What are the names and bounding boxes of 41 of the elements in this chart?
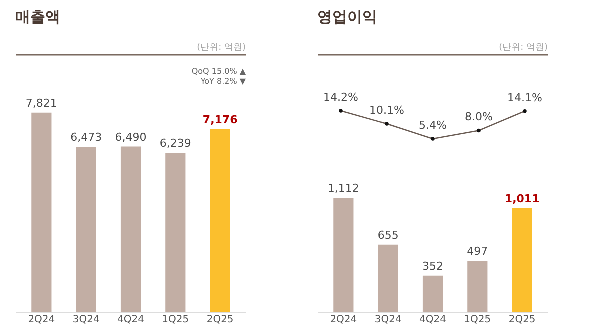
data-label: 655 <box>378 228 399 242</box>
bar <box>468 261 488 312</box>
bar <box>120 146 142 312</box>
x-tick-label: 2Q25 <box>508 314 536 326</box>
bar <box>378 244 398 312</box>
data-label: 6,473 <box>70 131 102 144</box>
x-tick-label: 3Q24 <box>72 314 100 326</box>
text: (단위: 억원) <box>499 43 548 53</box>
text: (단위: 억원) <box>197 43 246 53</box>
data-label: 1,011 <box>504 192 540 206</box>
x-tick-label: 2Q24 <box>28 314 56 326</box>
data-label: 10.1% <box>370 104 404 118</box>
x-tick-label: 2Q24 <box>330 314 358 326</box>
bar <box>512 208 532 312</box>
data-label: 7,176 <box>202 113 238 126</box>
bar <box>76 147 96 312</box>
data-label: 7,821 <box>26 96 58 110</box>
data-label: 8.0% <box>465 110 493 124</box>
data-label: 14.1% <box>508 91 542 104</box>
bar <box>32 112 52 312</box>
data-label: 5.4% <box>419 119 447 132</box>
text: YoY 8.2% ▼ <box>200 77 247 86</box>
x-tick-label: 1Q25 <box>464 314 492 326</box>
bar <box>166 153 186 312</box>
data-label: 352 <box>422 260 444 273</box>
bar <box>422 276 444 312</box>
data-label: 6,490 <box>115 130 147 144</box>
x-tick-label: 3Q24 <box>374 314 402 326</box>
data-label: 1,112 <box>328 182 360 195</box>
data-label: 14.2% <box>324 91 358 104</box>
bar <box>334 198 354 312</box>
text: QoQ 15.0% ▲ <box>192 67 247 76</box>
chart-title: 매출액 <box>15 8 60 26</box>
data-label: 497 <box>467 245 488 258</box>
x-tick-label: 4Q24 <box>420 314 446 326</box>
x-tick-label: 4Q24 <box>118 314 144 326</box>
chart-title: 영업이익 <box>317 8 378 26</box>
data-label: 6,239 <box>160 137 192 150</box>
x-tick-label: 2Q25 <box>206 314 234 326</box>
x-tick-label: 1Q25 <box>162 314 190 326</box>
bar <box>210 129 230 312</box>
